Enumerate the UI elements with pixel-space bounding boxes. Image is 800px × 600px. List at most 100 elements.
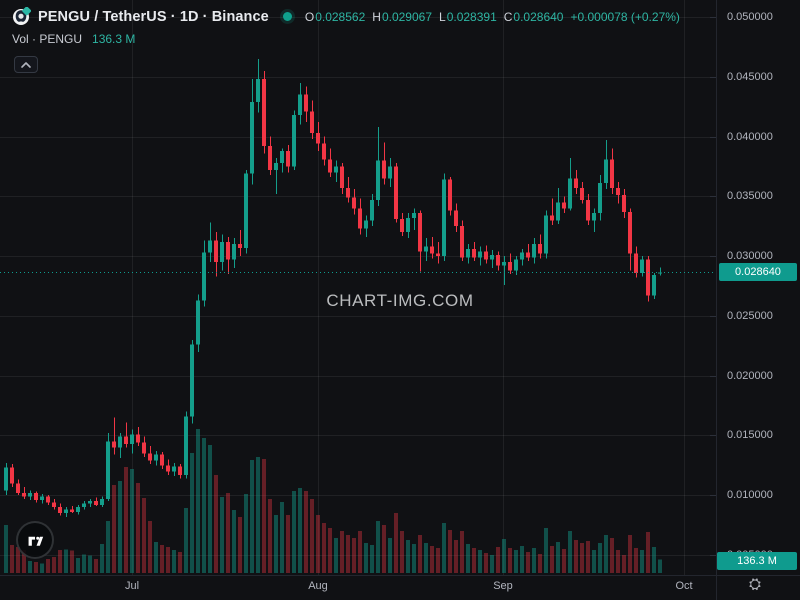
candle-body	[172, 466, 176, 472]
chevron-up-icon	[21, 61, 31, 68]
ohlc-close-value: 0.028640	[513, 9, 564, 24]
candle-body	[592, 213, 596, 221]
symbol-title[interactable]: PENGU / TetherUS · 1D · Binance	[38, 8, 269, 25]
candle-body	[532, 244, 536, 258]
candle-body	[568, 178, 572, 209]
candle-body	[586, 199, 590, 221]
volume-bar	[406, 540, 410, 573]
candle-body	[574, 178, 578, 188]
volume-bar	[22, 550, 26, 573]
volume-bar	[46, 559, 50, 573]
volume-bar	[334, 538, 338, 573]
candle-body	[298, 94, 302, 116]
time-axis[interactable]: Jul Aug Sep Oct	[0, 575, 800, 600]
candle-body	[196, 300, 200, 345]
volume-series	[4, 429, 662, 573]
volume-bar	[256, 457, 260, 573]
candle-body	[484, 251, 488, 260]
volume-bar	[622, 555, 626, 573]
volume-bar	[514, 550, 518, 573]
volume-bar	[124, 467, 128, 573]
candle-body	[262, 79, 266, 147]
market-status-icon[interactable]	[282, 12, 292, 21]
volume-bar	[508, 548, 512, 573]
candle-body	[130, 434, 134, 444]
volume-badge: 136.3 M	[717, 552, 797, 570]
candle-body	[220, 241, 224, 263]
candle-body	[580, 187, 584, 200]
candle-body	[340, 166, 344, 188]
volume-bar	[628, 535, 632, 573]
volume-bar	[388, 538, 392, 573]
candle-body	[418, 213, 422, 252]
candle-body	[136, 434, 140, 443]
volume-bar	[466, 544, 470, 573]
tradingview-logo[interactable]	[16, 521, 54, 559]
candle-body	[202, 252, 206, 301]
collapse-legend-button[interactable]	[14, 56, 38, 73]
volume-bar	[130, 469, 134, 573]
candle-body	[370, 199, 374, 221]
candle-body	[328, 159, 332, 173]
volume-bar	[28, 561, 32, 573]
candle-body	[310, 111, 314, 133]
candle-body	[304, 94, 308, 112]
volume-legend-label: Vol · PENGU	[12, 32, 83, 46]
ohlc-low-label: L	[439, 9, 446, 24]
candle-body	[412, 213, 416, 218]
candle-body	[316, 132, 320, 144]
volume-bar	[328, 528, 332, 573]
volume-bar	[586, 541, 590, 573]
ohlc-open-value: 0.028562	[315, 9, 366, 24]
volume-bar	[214, 475, 218, 573]
volume-bar	[382, 525, 386, 573]
candle-body	[106, 441, 110, 499]
ohlc-change-value: +0.000078 (+0.27%)	[570, 9, 680, 24]
volume-bar	[394, 513, 398, 573]
volume-bar	[220, 497, 224, 573]
volume-bar	[616, 550, 620, 573]
candle-body	[472, 248, 476, 258]
candle-body	[88, 501, 92, 504]
candle-body	[286, 150, 290, 167]
settings-gear-icon[interactable]: ⛭	[749, 576, 762, 593]
volume-bar	[196, 429, 200, 573]
candle-body	[214, 240, 218, 263]
candle-body	[112, 441, 116, 448]
volume-bar	[106, 521, 110, 573]
volume-bar	[400, 531, 404, 573]
ohlc-open-label: O	[304, 9, 315, 24]
candle-body	[628, 211, 632, 254]
volume-bar	[610, 538, 614, 573]
candle-body	[46, 496, 50, 503]
candle-body	[430, 246, 434, 254]
candle-series	[4, 58, 662, 517]
volume-bar	[58, 550, 62, 573]
volume-bar	[646, 532, 650, 573]
candle-body	[640, 259, 644, 273]
candle-body	[634, 253, 638, 273]
candle-body	[64, 509, 68, 514]
candle-body	[466, 248, 470, 258]
volume-bar	[100, 544, 104, 573]
volume-bar	[418, 535, 422, 573]
ohlc-high-value: 0.029067	[381, 9, 432, 24]
volume-bar	[268, 499, 272, 573]
candle-body	[514, 259, 518, 271]
volume-bar	[502, 539, 506, 573]
candle-body	[190, 344, 194, 417]
candle-body	[562, 202, 566, 209]
legend-volume-row: Vol · PENGU 136.3 M	[12, 31, 687, 47]
time-axis-label: Aug	[308, 580, 328, 592]
time-axis-label: Jul	[124, 580, 140, 592]
watermark: CHART-IMG.COM	[326, 291, 474, 310]
volume-bar	[316, 515, 320, 573]
volume-bar	[436, 548, 440, 573]
candle-body	[34, 492, 38, 501]
candle-body	[490, 254, 494, 260]
volume-bar	[562, 549, 566, 573]
candle-body	[160, 454, 164, 466]
candle-body	[358, 208, 362, 229]
candle-body	[52, 502, 56, 508]
